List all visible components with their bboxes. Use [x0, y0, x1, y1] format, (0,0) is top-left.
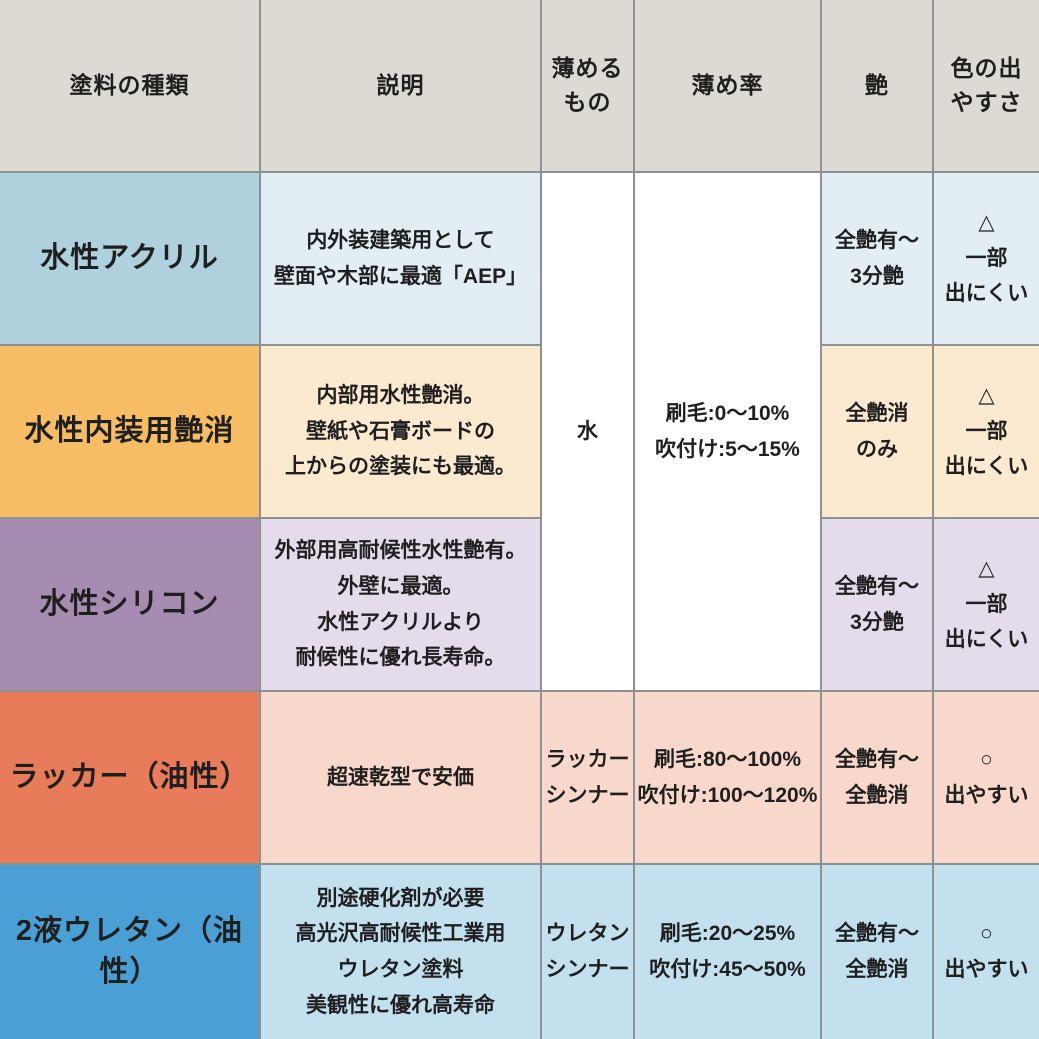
header-description: 説明: [259, 0, 542, 173]
table-row-water-acrylic: 水性アクリル 内外装建築用として 壁面や木部に最適「AEP」 水 刷毛:0～10…: [0, 171, 1039, 692]
color-ease-cell: △ 一部 出にくい: [932, 171, 1039, 346]
header-row: 塗料の種類 説明 薄める もの 薄め率 艶 色の出 やすさ: [0, 0, 1039, 173]
color-ease-cell: ○ 出やすい: [932, 863, 1039, 1039]
gloss-cell: 全艶有～ 3分艶: [820, 171, 934, 346]
description-cell: 内外装建築用として 壁面や木部に最適「AEP」: [259, 171, 542, 346]
paint-name-cell: 2液ウレタン（油性）: [0, 863, 261, 1039]
gloss-cell: 全艶消 のみ: [820, 344, 934, 519]
dilution-rate-cell: 刷毛:80～100% 吹付け:100～120%: [633, 690, 822, 865]
thinner-cell: ウレタン シンナー: [540, 863, 635, 1039]
description-cell: 外部用高耐候性水性艶有。 外壁に最適。 水性アクリルより 耐候性に優れ長寿命。: [259, 517, 542, 692]
gloss-cell: 全艶有～ 全艶消: [820, 690, 934, 865]
gloss-cell: 全艶有～ 全艶消: [820, 863, 934, 1039]
paint-name-cell: 水性シリコン: [0, 517, 261, 692]
header-color-ease: 色の出 やすさ: [932, 0, 1039, 173]
description-cell: 内部用水性艶消。 壁紙や石膏ボードの 上からの塗装にも最適。: [259, 344, 542, 519]
header-gloss: 艶: [820, 0, 934, 173]
gloss-cell: 全艶有～ 3分艶: [820, 517, 934, 692]
dilution-rate-cell-merged: 刷毛:0～10% 吹付け:5～15%: [633, 171, 822, 692]
description-cell: 超速乾型で安価: [259, 690, 542, 865]
color-ease-cell: ○ 出やすい: [932, 690, 1039, 865]
header-thinner: 薄める もの: [540, 0, 635, 173]
paint-name-cell: 水性アクリル: [0, 171, 261, 346]
dilution-rate-cell: 刷毛:20～25% 吹付け:45～50%: [633, 863, 822, 1039]
table-row-lacquer-oil: ラッカー（油性） 超速乾型で安価 ラッカー シンナー 刷毛:80～100% 吹付…: [0, 690, 1039, 865]
table-row-two-part-urethane-oil: 2液ウレタン（油性） 別途硬化剤が必要 高光沢高耐候性工業用 ウレタン塗料 美観…: [0, 863, 1039, 1039]
header-paint-type: 塗料の種類: [0, 0, 261, 173]
color-ease-cell: △ 一部 出にくい: [932, 344, 1039, 519]
thinner-cell: ラッカー シンナー: [540, 690, 635, 865]
description-cell: 別途硬化剤が必要 高光沢高耐候性工業用 ウレタン塗料 美観性に優れ高寿命: [259, 863, 542, 1039]
color-ease-cell: △ 一部 出にくい: [932, 517, 1039, 692]
paint-name-cell: ラッカー（油性）: [0, 690, 261, 865]
paint-name-cell: 水性内装用艶消: [0, 344, 261, 519]
table-row-water-interior-matte: 水性内装用艶消 内部用水性艶消。 壁紙や石膏ボードの 上からの塗装にも最適。 全…: [0, 344, 1039, 519]
header-dilution-rate: 薄め率: [633, 0, 822, 173]
table-row-water-silicone: 水性シリコン 外部用高耐候性水性艶有。 外壁に最適。 水性アクリルより 耐候性に…: [0, 517, 1039, 692]
thinner-cell-merged: 水: [540, 171, 635, 692]
